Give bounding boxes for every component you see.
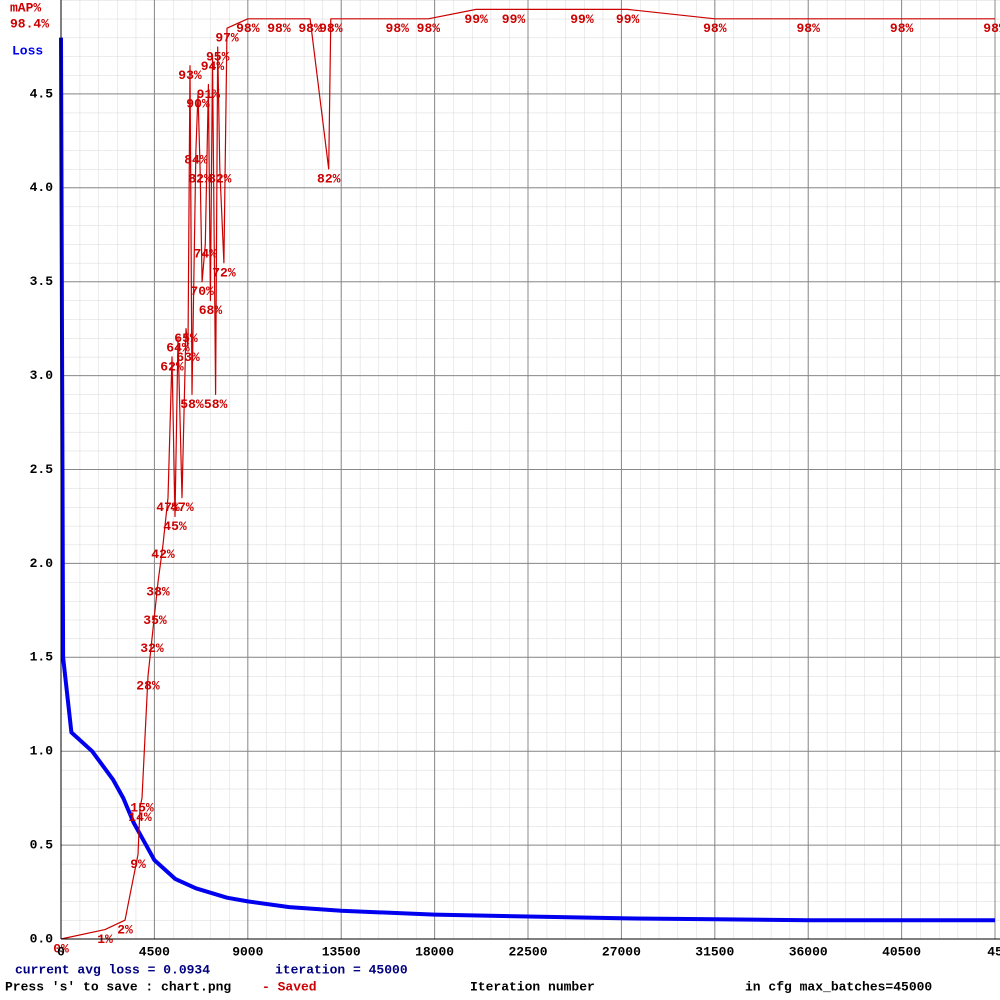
map-value-label: 28% [136, 679, 160, 694]
map-value-label: 93% [178, 68, 202, 83]
map-value-label: 62% [160, 359, 184, 374]
map-value-label: 98% [983, 21, 1000, 36]
y-tick-label: 3.0 [30, 368, 54, 383]
y-tick-label: 4.0 [30, 180, 54, 195]
x-tick-label: 13500 [322, 944, 361, 959]
map-value-label: 82% [208, 171, 232, 186]
map-value-label: 97% [215, 31, 239, 46]
map-value-label: 0% [53, 941, 69, 956]
map-value-label: 98% [267, 21, 291, 36]
map-value-label: 58% [204, 397, 228, 412]
x-tick-label: 40500 [882, 944, 921, 959]
map-value-label: 47% [170, 500, 194, 515]
y-tick-label: 2.0 [30, 556, 54, 571]
y-tick-label: 1.5 [30, 650, 54, 665]
map-value-label: 98% [386, 21, 410, 36]
map-value-label: 94% [201, 59, 225, 74]
save-hint: Press 's' to save : chart.png [5, 979, 231, 994]
map-value-label: 58% [180, 397, 204, 412]
map-value-label: 64% [166, 340, 190, 355]
status-iteration: iteration = 45000 [275, 962, 408, 977]
y-tick-label: 1.0 [30, 744, 54, 759]
map-value-label: 95% [206, 49, 230, 64]
map-value-label: 99% [570, 12, 594, 27]
map-value-label: 99% [502, 12, 526, 27]
map-line [60, 8, 995, 940]
y-label: Loss [12, 43, 43, 58]
map-value-label: 68% [199, 303, 223, 318]
map-value-label: 2% [117, 923, 133, 938]
map-value-label: 15% [130, 801, 154, 816]
y-tick-label: 3.5 [30, 274, 54, 289]
map-value-label: 45% [163, 519, 187, 534]
map-value-label: 72% [212, 265, 236, 280]
x-tick-label: 9000 [232, 944, 263, 959]
map-value-label: 35% [143, 613, 167, 628]
map-value-label: 98% [890, 21, 914, 36]
status-loss: current avg loss = 0.0934 [15, 962, 210, 977]
y-tick-label: 0.0 [30, 931, 54, 946]
x-tick-label: 45 [987, 944, 1000, 959]
y-tick-label: 0.5 [30, 838, 54, 853]
x-tick-label: 4500 [139, 944, 170, 959]
map-value-label: 98% [417, 21, 441, 36]
map-value-label: 47% [156, 500, 180, 515]
map-value-label: 99% [464, 12, 488, 27]
map-value-label: 84% [184, 153, 208, 168]
x-tick-label: 22500 [508, 944, 547, 959]
max-batches: in cfg max_batches=45000 [745, 979, 932, 994]
map-value-label: 98% [703, 21, 727, 36]
loss-line [59, 37, 995, 923]
map-value-label: 98% [236, 21, 260, 36]
map-value-label: 32% [140, 641, 164, 656]
map-value-label: 38% [146, 585, 170, 600]
x-tick-label: 18000 [415, 944, 454, 959]
map-value-label: 98% [319, 21, 343, 36]
y2-label: mAP% [10, 0, 41, 15]
map-value-label: 98% [796, 21, 820, 36]
x-label: Iteration number [470, 979, 595, 994]
map-value-label: 74% [194, 247, 218, 262]
map-value-label: 9% [130, 857, 146, 872]
x-tick-label: 36000 [789, 944, 828, 959]
map-value-label: 1% [97, 932, 113, 947]
plot-layer: 0% 1% 2% 9% 14%15% 28% 32% 35% 38% 42% 47% 62% 45% 64… [53, 8, 1000, 956]
y-tick-label: 2.5 [30, 462, 54, 477]
map-value-label: 63% [176, 350, 200, 365]
x-tick-label: 31500 [695, 944, 734, 959]
map-value-label: 65% [174, 331, 198, 346]
map-value-label: 99% [616, 12, 640, 27]
map-value-label: 98% [298, 21, 322, 36]
map-current: 98.4% [10, 16, 49, 31]
map-value-label: 14% [128, 810, 152, 825]
save-state: - Saved [262, 979, 317, 994]
y-tick-label: 4.5 [30, 86, 54, 101]
map-value-label: 70% [190, 284, 214, 299]
map-value-label: 42% [151, 547, 175, 562]
x-tick-label: 27000 [602, 944, 641, 959]
map-value-label: 82% [317, 171, 341, 186]
map-value-label: 90% [186, 96, 210, 111]
map-value-label: 82% [188, 171, 212, 186]
x-tick-label: 0 [57, 944, 65, 959]
map-value-label: 91% [197, 87, 221, 102]
